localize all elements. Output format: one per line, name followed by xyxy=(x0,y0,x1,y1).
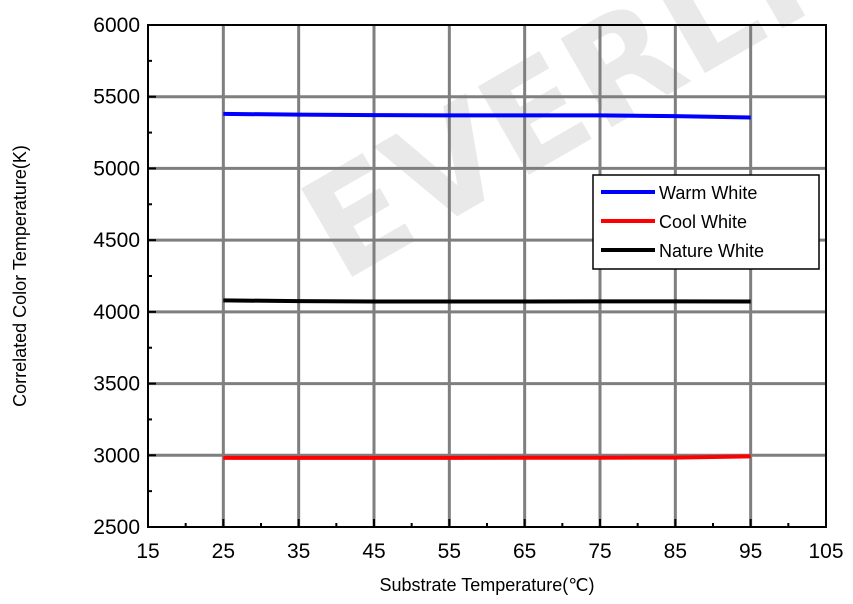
legend-label-nature-white: Nature White xyxy=(659,241,764,261)
x-tick-label: 35 xyxy=(287,540,310,563)
plot-frame xyxy=(147,24,827,528)
x-tick-label: 85 xyxy=(664,540,687,563)
y-tick-label: 3000 xyxy=(93,444,140,467)
series-lines xyxy=(223,111,751,460)
y-tick-label: 3500 xyxy=(93,373,140,396)
y-tick-label: 5000 xyxy=(93,157,140,180)
series-line-warm-white xyxy=(223,111,751,120)
legend-label-warm-white: Warm White xyxy=(659,183,757,203)
x-tick-label: 55 xyxy=(438,540,461,563)
x-tick-label: 45 xyxy=(362,540,385,563)
x-tick-label: 25 xyxy=(212,540,235,563)
x-tick-label: 15 xyxy=(136,540,159,563)
legend: Warm White Cool White Nature White xyxy=(592,174,820,270)
x-tick-label: 65 xyxy=(513,540,536,563)
x-tick-label: 95 xyxy=(739,540,762,563)
series-line-nature-white xyxy=(223,298,751,304)
y-tick-label: 5500 xyxy=(93,86,140,109)
y-tick-label: 6000 xyxy=(93,14,140,37)
y-axis-label: Correlated Color Temperature(K) xyxy=(10,145,30,407)
x-axis-label: Substrate Temperature(℃) xyxy=(380,575,595,595)
grid xyxy=(148,25,826,527)
series-line-cool-white xyxy=(223,454,751,460)
x-tick-label: 105 xyxy=(808,540,843,563)
y-tick-label: 4000 xyxy=(93,301,140,324)
x-tick-label: 75 xyxy=(588,540,611,563)
tick-labels: 15 25 35 45 55 65 75 85 95 105 2500 3000 3500 4000 450… xyxy=(93,14,843,563)
y-tick-label: 4500 xyxy=(93,229,140,252)
legend-label-cool-white: Cool White xyxy=(659,212,747,232)
y-tick-label: 2500 xyxy=(93,516,140,539)
